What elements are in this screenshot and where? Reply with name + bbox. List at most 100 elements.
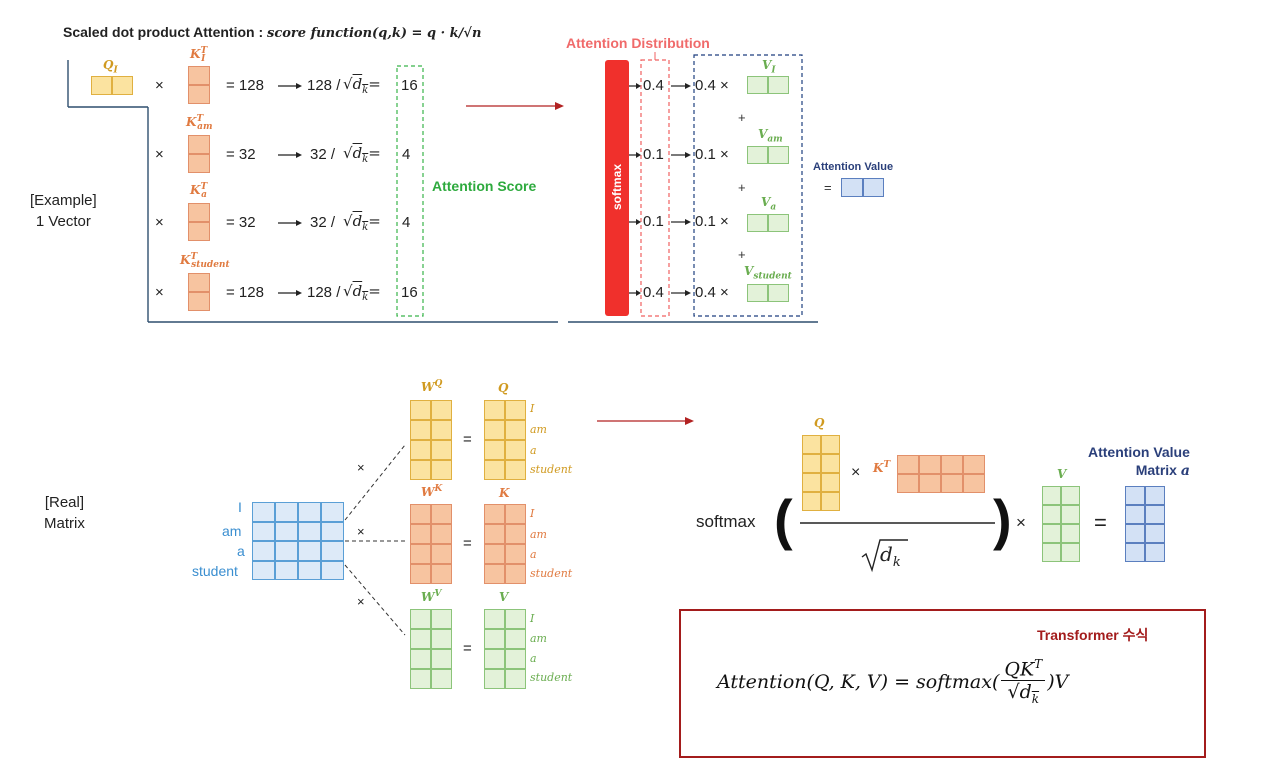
plus-sign: +	[738, 110, 746, 125]
key-label: KTam	[186, 114, 213, 133]
raw-score: = 128	[226, 77, 264, 94]
attention-value-vector	[841, 178, 863, 197]
k-word: a	[530, 548, 537, 561]
scaled-result: 4	[402, 214, 411, 231]
scaled-score: 128 /	[307, 284, 341, 301]
input-word-a: a	[237, 543, 245, 559]
wk-matrix	[410, 504, 452, 584]
transformer-formula-box: Transformer 수식 Attention(Q, K, V) = soft…	[679, 609, 1206, 758]
value-label: Vam	[758, 127, 783, 145]
times-sign: ×	[357, 460, 365, 475]
attention-distribution-label: Attention Distribution	[566, 35, 710, 51]
plus-sign: +	[738, 180, 746, 195]
scaled-result: 16	[401, 77, 418, 94]
result-label: Attention Value Matrix a	[1088, 444, 1190, 479]
scaled-result: 16	[401, 284, 418, 301]
v-word: student	[530, 671, 573, 684]
q-word: I	[530, 402, 535, 415]
eq-sign: =	[463, 535, 472, 552]
attention-value-eq: =	[824, 180, 832, 195]
key-vector	[188, 135, 210, 154]
example-label: [Example] 1 Vector	[30, 192, 97, 230]
page-title: Scaled dot product Attention : score fun…	[63, 24, 482, 41]
v-out-matrix	[484, 609, 526, 689]
eq-sign: =	[463, 431, 472, 448]
v-word: am	[530, 632, 547, 645]
times-sign: ×	[1016, 513, 1026, 532]
dk-label: dk	[880, 542, 901, 570]
sqrt-dk: √dk=	[343, 282, 381, 303]
wq-matrix	[410, 400, 452, 480]
real-label: [Real] Matrix	[44, 494, 85, 532]
k-out-label: K	[499, 486, 510, 500]
sqrt-dk: √dk=	[343, 212, 381, 233]
input-word-i: I	[238, 499, 242, 515]
q-word: a	[530, 444, 537, 457]
input-matrix	[252, 502, 344, 580]
scaled-score: 32 /	[310, 214, 336, 231]
wq-label: WQ	[421, 379, 443, 394]
key-vector	[188, 66, 210, 85]
q-matrix	[802, 435, 840, 511]
scaled-result: 4	[402, 146, 411, 163]
k-word: student	[530, 567, 573, 580]
key-vector	[188, 203, 210, 222]
prob-out: 0.4 ×	[695, 284, 729, 301]
k-word: am	[530, 528, 547, 541]
scaled-score: 32 /	[310, 146, 336, 163]
k-out-matrix	[484, 504, 526, 584]
wv-label: WV	[421, 589, 442, 604]
plus-sign: +	[738, 247, 746, 262]
kt-label: KT	[873, 460, 891, 475]
transformer-title: Transformer 수식	[1037, 627, 1149, 643]
input-word-am: am	[222, 523, 242, 539]
raw-score: = 32	[226, 214, 256, 231]
key-label: KTI	[190, 46, 208, 65]
wk-label: WK	[421, 484, 443, 499]
softmax-bar	[605, 60, 629, 316]
query-vector	[91, 76, 112, 95]
scaled-score: 128 /	[307, 77, 341, 94]
key-label: KTstudent	[180, 252, 230, 271]
q-word: am	[530, 423, 547, 436]
v-matrix	[1042, 486, 1080, 562]
left-paren: (	[774, 488, 793, 551]
key-label: KTa	[190, 182, 208, 201]
raw-score: = 32	[226, 146, 256, 163]
sqrt-dk: √dk=	[343, 144, 381, 165]
attention-value-label: Attention Value	[813, 161, 894, 173]
raw-score: = 128	[226, 284, 264, 301]
prob-in: 0.4	[643, 77, 664, 94]
eq-sign: =	[1094, 510, 1107, 535]
times-sign: ×	[851, 464, 861, 481]
prob-in: 0.1	[643, 213, 664, 230]
input-word-student: student	[192, 563, 238, 579]
v-word: a	[530, 652, 537, 665]
times-sign: ×	[357, 594, 365, 609]
softmax-text: softmax	[696, 512, 756, 531]
q-word: student	[530, 463, 573, 476]
times-sign: ×	[155, 146, 164, 163]
attention-score-label: Attention Score	[432, 178, 537, 194]
value-label: VI	[762, 58, 776, 76]
result-matrix	[1125, 486, 1165, 562]
eq-sign: =	[463, 640, 472, 657]
v-label: V	[1057, 467, 1067, 481]
value-vector	[747, 146, 768, 164]
v-out-label: V	[499, 590, 509, 604]
q-label: Q	[814, 416, 825, 430]
key-vector	[188, 273, 210, 292]
transformer-formula: Attention(Q, K, V) = softmax( QKT √dk )V	[717, 657, 1069, 707]
kt-matrix	[897, 455, 985, 493]
k-word: I	[530, 507, 535, 520]
value-label: Vstudent	[744, 264, 792, 282]
times-sign: ×	[357, 524, 365, 539]
prob-out: 0.4 ×	[695, 77, 729, 94]
query-label: QI	[103, 58, 118, 76]
prob-in: 0.1	[643, 146, 664, 163]
prob-in: 0.4	[643, 284, 664, 301]
times-sign: ×	[155, 214, 164, 231]
q-out-matrix	[484, 400, 526, 480]
value-vector	[747, 284, 768, 302]
